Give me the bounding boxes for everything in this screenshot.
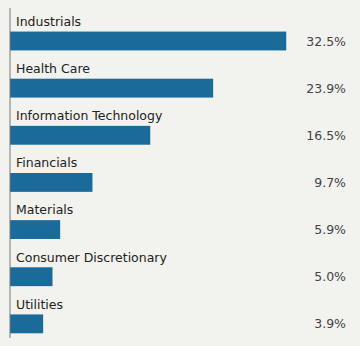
labels: Industrials 32.5% Health Care 23.9% Informat… (16, 14, 346, 331)
bar (10, 126, 150, 145)
category-label: Financials (16, 155, 77, 170)
category-label: Utilities (16, 297, 63, 312)
value-label: 5.0% (314, 269, 346, 284)
value-label: 32.5% (306, 34, 346, 49)
bars (10, 32, 286, 334)
value-label: 3.9% (314, 316, 346, 331)
category-label: Materials (16, 202, 73, 217)
bar (10, 79, 213, 98)
category-label: Consumer Discretionary (16, 250, 167, 265)
background (0, 0, 360, 346)
value-label: 23.9% (306, 81, 346, 96)
category-label: Industrials (16, 14, 81, 29)
bar (10, 267, 53, 286)
value-label: 16.5% (306, 128, 346, 143)
bar (10, 173, 92, 192)
bar (10, 32, 286, 51)
category-label: Information Technology (16, 108, 163, 123)
value-label: 9.7% (314, 175, 346, 190)
axis-line (10, 8, 11, 338)
chart-container: Industrials 32.5% Health Care 23.9% Informat… (0, 0, 360, 346)
category-label: Health Care (16, 61, 90, 76)
bar (10, 220, 60, 239)
bar (10, 314, 43, 333)
chart: Industrials 32.5% Health Care 23.9% Informat… (0, 0, 360, 346)
value-label: 5.9% (314, 222, 346, 237)
